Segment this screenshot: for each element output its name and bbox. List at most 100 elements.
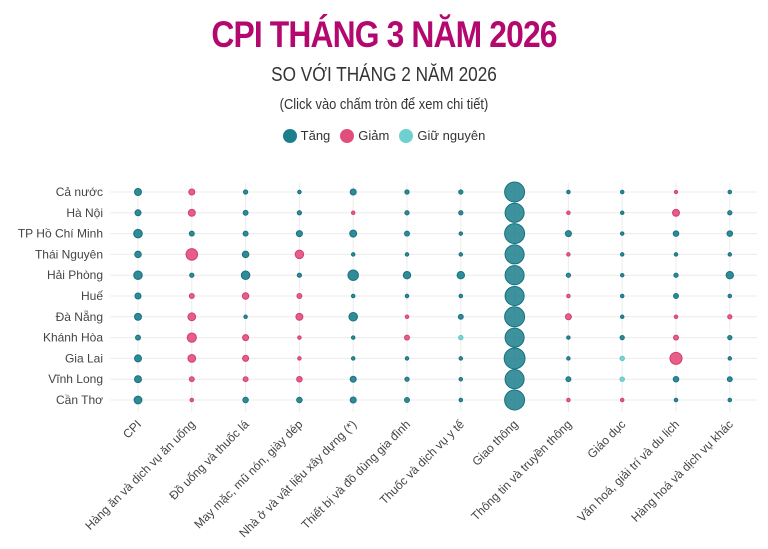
data-point[interactable]: [242, 209, 249, 216]
data-point[interactable]: [726, 230, 734, 237]
data-point[interactable]: [297, 356, 302, 361]
data-point[interactable]: [673, 397, 679, 403]
data-point[interactable]: [347, 269, 359, 281]
data-point[interactable]: [619, 314, 625, 320]
data-point[interactable]: [673, 189, 679, 195]
data-point[interactable]: [242, 334, 250, 342]
data-point[interactable]: [296, 375, 303, 383]
data-point[interactable]: [457, 313, 464, 320]
data-point[interactable]: [504, 223, 526, 245]
data-point[interactable]: [504, 202, 525, 223]
data-point[interactable]: [349, 188, 357, 196]
data-point[interactable]: [404, 293, 410, 299]
data-point[interactable]: [565, 376, 572, 383]
data-point[interactable]: [504, 369, 525, 390]
data-point[interactable]: [566, 397, 571, 403]
data-point[interactable]: [350, 293, 356, 299]
data-point[interactable]: [349, 396, 357, 404]
data-point[interactable]: [350, 356, 356, 361]
data-point[interactable]: [458, 189, 464, 195]
data-point[interactable]: [134, 292, 142, 300]
data-point[interactable]: [564, 230, 572, 238]
data-point[interactable]: [297, 335, 302, 340]
data-point[interactable]: [296, 396, 303, 404]
data-point[interactable]: [619, 376, 625, 382]
data-point[interactable]: [566, 356, 571, 361]
data-point[interactable]: [672, 208, 680, 217]
data-point[interactable]: [133, 228, 143, 239]
data-point[interactable]: [294, 249, 305, 260]
data-point[interactable]: [727, 252, 733, 257]
data-point[interactable]: [672, 375, 680, 383]
data-point[interactable]: [242, 354, 250, 362]
data-point[interactable]: [725, 271, 734, 280]
data-point[interactable]: [185, 248, 199, 261]
data-point[interactable]: [672, 230, 680, 237]
data-point[interactable]: [187, 354, 197, 363]
data-point[interactable]: [619, 189, 625, 195]
data-point[interactable]: [673, 334, 679, 341]
data-point[interactable]: [727, 314, 733, 320]
data-point[interactable]: [503, 347, 526, 370]
data-point[interactable]: [133, 270, 143, 280]
data-point[interactable]: [504, 285, 525, 307]
data-point[interactable]: [296, 293, 303, 299]
data-point[interactable]: [504, 181, 526, 203]
data-point[interactable]: [727, 210, 733, 216]
data-point[interactable]: [189, 272, 195, 278]
data-point[interactable]: [726, 376, 733, 383]
data-point[interactable]: [349, 229, 358, 238]
data-point[interactable]: [727, 293, 733, 299]
data-point[interactable]: [566, 210, 571, 216]
data-point[interactable]: [504, 389, 526, 411]
data-point[interactable]: [673, 272, 679, 278]
data-point[interactable]: [619, 231, 625, 236]
data-point[interactable]: [134, 375, 142, 384]
data-point[interactable]: [189, 397, 195, 403]
data-point[interactable]: [402, 271, 412, 280]
data-point[interactable]: [188, 230, 195, 237]
data-point[interactable]: [404, 376, 410, 382]
data-point[interactable]: [242, 396, 249, 404]
data-point[interactable]: [458, 334, 464, 341]
data-point[interactable]: [134, 250, 142, 259]
data-point[interactable]: [404, 356, 410, 361]
data-point[interactable]: [350, 252, 356, 257]
data-point[interactable]: [619, 252, 625, 257]
data-point[interactable]: [727, 397, 733, 403]
data-point[interactable]: [619, 272, 625, 278]
data-point[interactable]: [504, 327, 525, 348]
data-point[interactable]: [349, 375, 357, 383]
data-point[interactable]: [619, 355, 625, 362]
data-point[interactable]: [296, 272, 303, 278]
data-point[interactable]: [566, 189, 571, 195]
data-point[interactable]: [187, 208, 196, 217]
data-point[interactable]: [296, 210, 303, 216]
data-point[interactable]: [243, 314, 248, 320]
data-point[interactable]: [188, 188, 196, 196]
data-point[interactable]: [458, 231, 464, 236]
data-point[interactable]: [404, 230, 410, 237]
data-point[interactable]: [350, 210, 356, 216]
data-point[interactable]: [240, 270, 251, 280]
data-point[interactable]: [134, 188, 142, 196]
data-point[interactable]: [458, 397, 464, 403]
data-point[interactable]: [404, 210, 410, 216]
data-point[interactable]: [458, 376, 464, 382]
data-point[interactable]: [565, 272, 572, 278]
data-point[interactable]: [242, 189, 249, 195]
data-point[interactable]: [188, 293, 195, 299]
data-point[interactable]: [619, 210, 625, 216]
legend-item-unchanged[interactable]: Giữ nguyên: [399, 128, 485, 143]
legend-item-decrease[interactable]: Giảm: [340, 128, 389, 143]
data-point[interactable]: [566, 335, 571, 340]
data-point[interactable]: [241, 292, 250, 300]
legend-item-increase[interactable]: Tăng: [282, 128, 330, 143]
data-point[interactable]: [295, 312, 304, 321]
data-point[interactable]: [619, 334, 625, 341]
data-point[interactable]: [456, 271, 465, 280]
data-point[interactable]: [404, 189, 410, 195]
data-point[interactable]: [669, 351, 683, 365]
data-point[interactable]: [187, 312, 197, 322]
data-point[interactable]: [504, 265, 525, 286]
